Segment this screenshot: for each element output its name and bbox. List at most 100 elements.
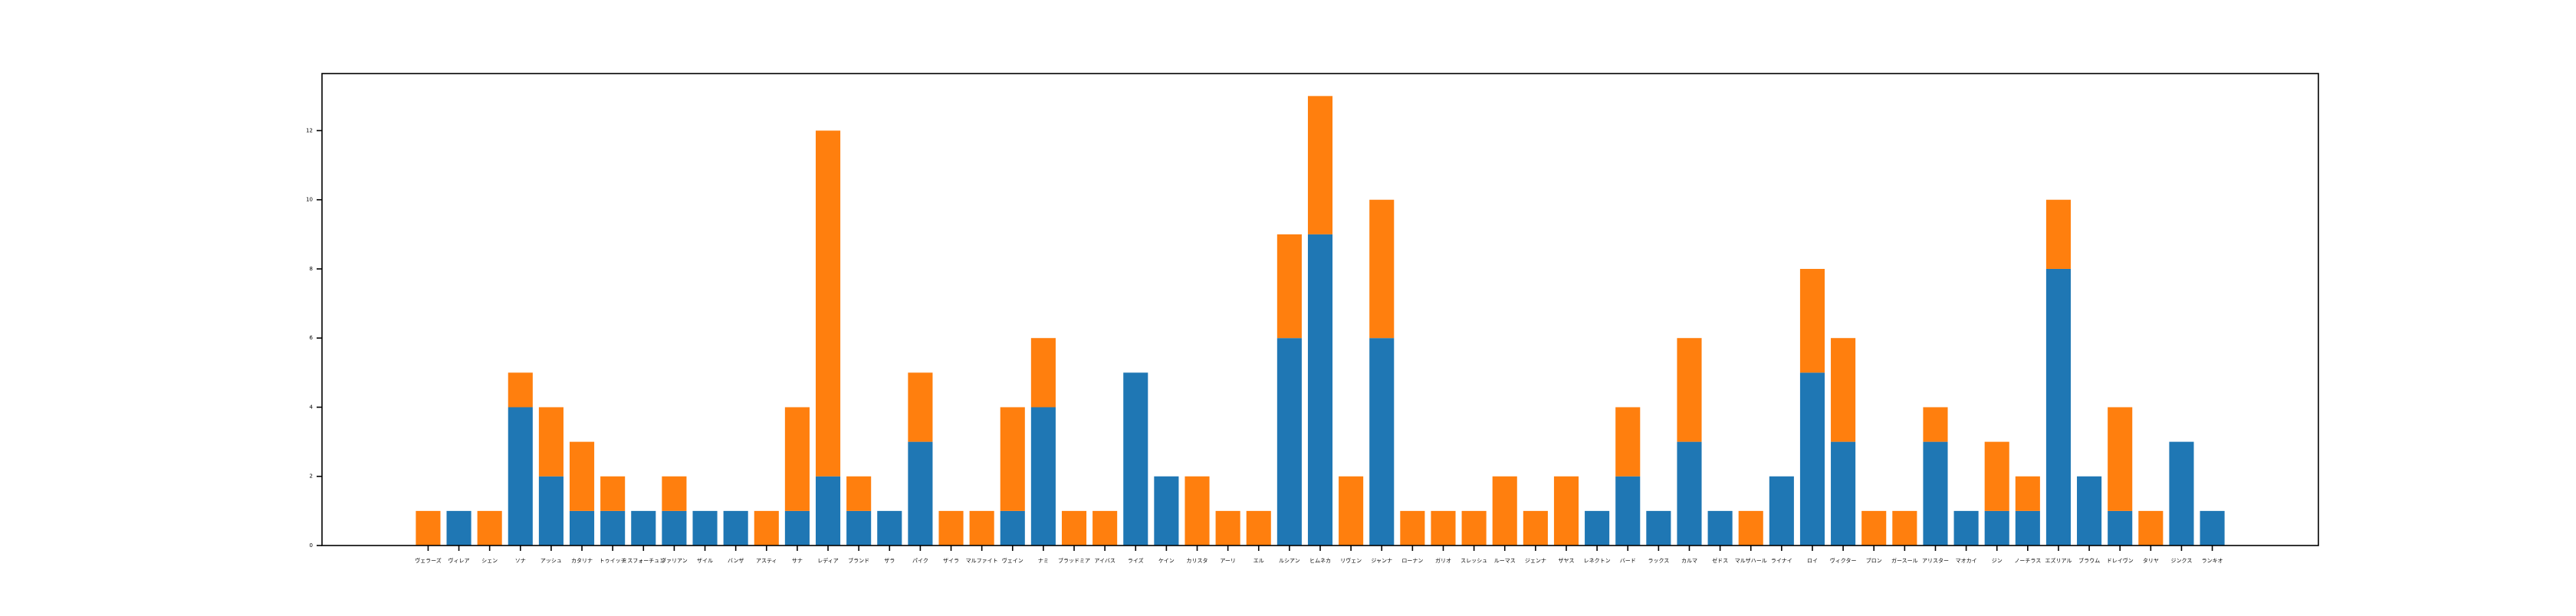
bar-segment [2169,441,2194,546]
bar-segment [1030,407,1056,546]
bar-segment [723,510,748,546]
bar-segment [1431,510,1456,546]
bar-segment [2138,510,2164,546]
x-tick-label: ルシアン [1279,558,1300,564]
bar-segment [1461,510,1487,546]
bar-segment [1307,234,1333,546]
x-tick-label: マオカイ [1956,558,1977,564]
x-tick-label: パイク [912,558,928,564]
x-tick-label: マルファイト [966,558,998,564]
x-tick-label: ブロン [1866,557,1882,564]
bar-segment [569,510,595,546]
x-tick-label: バンザ [728,558,744,564]
bar-segment [508,407,533,546]
bar-segment [846,510,872,546]
bar-segment [908,441,933,546]
x-tick-label: ヴィクター [1830,557,1857,564]
bar-segment [1369,338,1395,546]
bar-segment [662,476,687,511]
x-tick-label: リヴェン [1340,557,1362,564]
bar-segment [938,510,964,546]
bar-segment [2015,510,2040,546]
bar-segment [1769,476,1794,546]
bar-segment [1831,338,1856,442]
bar-segment [1276,234,1302,339]
x-tick-label: アスティ [756,558,777,564]
bar-segment [1276,338,1302,546]
x-tick-label: マルザハール [1735,558,1767,564]
bar-segment [1707,510,1733,546]
bar-segment [784,407,810,511]
bar-segment [1831,441,1856,546]
bar-segment [1799,268,1825,373]
x-tick-label: カリスタ [1187,557,1208,564]
x-tick-label: スレッシュ [1460,558,1487,564]
x-tick-label: ルーマス [1494,558,1516,564]
x-tick-label: カルマ [1681,558,1697,564]
x-tick-label: ゼドス [1712,557,1728,564]
y-tick-label: 10 [306,197,313,203]
bar-segment [1061,510,1087,546]
x-tick-label: ラックス [1648,558,1669,564]
x-tick-label: ジン [1992,558,2003,564]
bar-segment [631,510,656,546]
bar-segment [692,510,718,546]
bar-segment [1892,510,1917,546]
y-tick-label: 2 [310,473,313,480]
x-tick-label: ランキオ [2202,558,2223,564]
x-tick-label: ノーチラス [2014,558,2041,564]
bar-segment [538,407,564,477]
bar-segment [1677,441,1702,546]
bar-segment [2200,510,2225,546]
x-tick-label: ケイン [1158,558,1175,564]
bar-segment [1953,510,1979,546]
bar-segment [2077,476,2102,546]
x-tick-label: エル [1254,558,1264,564]
bar-segment [1000,407,1025,511]
bar-segment [1923,407,1948,442]
bar-segment [2015,476,2040,511]
x-tick-label: アーリ [1220,558,1236,564]
bar-segment [1923,441,1948,546]
bar-segment [569,441,595,511]
x-tick-label: シェン [481,558,498,564]
x-tick-label: アッシュ [540,558,562,564]
y-tick-label: 0 [310,542,313,549]
x-tick-label: ブラウム [2078,557,2100,564]
x-tick-label: ジャンナ [1371,558,1392,564]
bar-segment [1184,476,1210,546]
axes-frame [321,73,2319,546]
x-tick-label: ドレイヴン [2107,557,2134,564]
bar-segment [1400,510,1425,546]
bar-segment [1215,510,1240,546]
bar-segment [1861,510,1887,546]
bar-segment [1799,372,1825,546]
bar-segment [1646,510,1671,546]
x-tick-label: アイバス [1094,558,1116,564]
bar-segment [1030,338,1056,408]
x-tick-label: ザイラ [943,558,959,564]
x-tick-label: ザラ [884,558,895,564]
x-tick-label: ミスフォーチュン [622,558,665,564]
x-tick-label: レディア [817,557,839,564]
bar-segment [1553,476,1579,546]
x-tick-label: サナ [792,558,803,564]
bar-segment [662,510,687,546]
x-tick-label: ヴィレア [449,557,470,564]
bar-segment [2108,510,2133,546]
y-tick-label: 8 [310,266,313,272]
x-tick-label: ヴェイン [1002,557,1024,564]
x-tick-label: ライナイ [1771,558,1792,564]
bar-segment [754,510,779,546]
x-tick-label: ガリオ [1435,557,1451,564]
bar-segment [846,476,872,511]
bar-segment [1154,476,1179,546]
bar-segment [477,510,502,546]
bar-segment [446,510,472,546]
x-tick-label: ロイ [1807,558,1818,564]
y-tick-label: 12 [306,127,313,133]
x-tick-label: ザイル [697,558,713,564]
bar-segment [1615,476,1641,546]
x-tick-label: ナミ [1038,558,1049,564]
x-tick-label: ブランド [848,557,869,564]
